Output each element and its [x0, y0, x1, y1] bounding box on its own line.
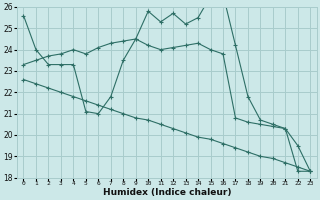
X-axis label: Humidex (Indice chaleur): Humidex (Indice chaleur)	[103, 188, 231, 197]
